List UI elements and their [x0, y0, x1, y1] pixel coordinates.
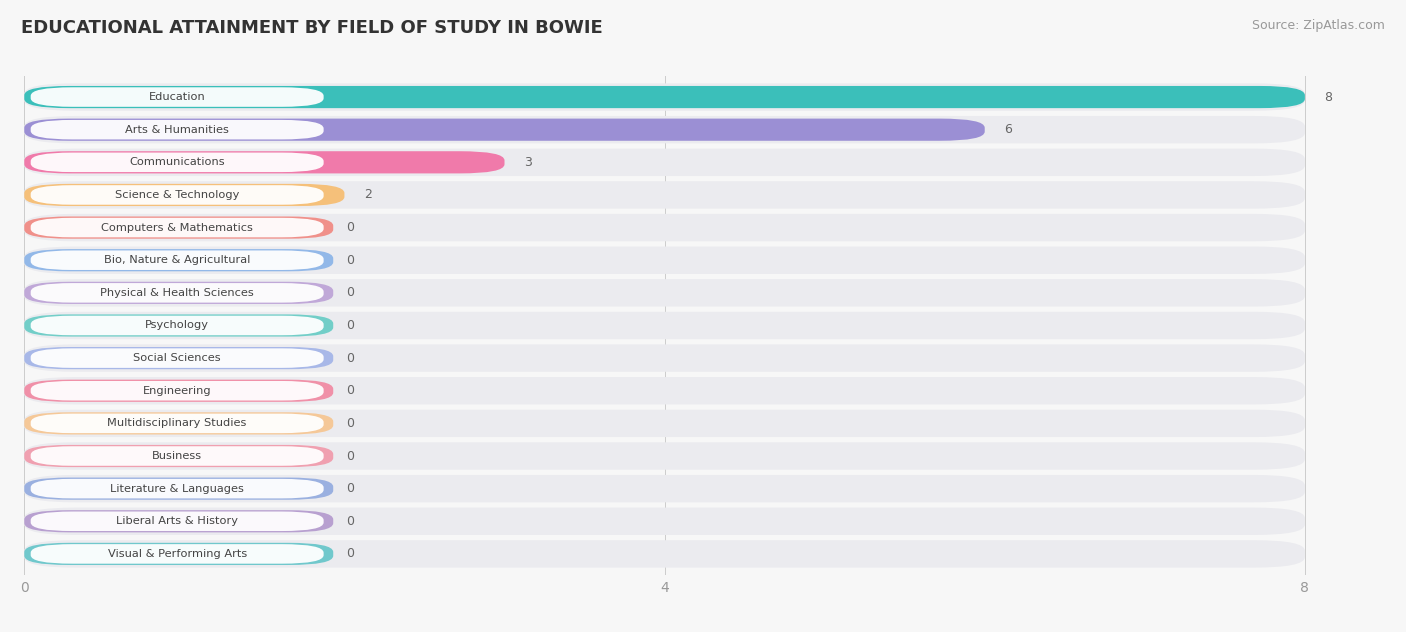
FancyBboxPatch shape [24, 217, 333, 239]
Text: Social Sciences: Social Sciences [134, 353, 221, 363]
Text: Communications: Communications [129, 157, 225, 167]
FancyBboxPatch shape [24, 410, 1305, 437]
Text: 0: 0 [346, 417, 354, 430]
FancyBboxPatch shape [31, 120, 323, 140]
FancyBboxPatch shape [24, 151, 505, 173]
Text: 0: 0 [346, 547, 354, 561]
Text: 3: 3 [523, 156, 531, 169]
FancyBboxPatch shape [31, 544, 323, 564]
Text: Psychology: Psychology [145, 320, 209, 331]
FancyBboxPatch shape [31, 511, 323, 531]
FancyBboxPatch shape [24, 377, 1305, 404]
FancyBboxPatch shape [31, 87, 323, 107]
FancyBboxPatch shape [24, 279, 1305, 307]
Text: 2: 2 [364, 188, 371, 202]
FancyBboxPatch shape [31, 479, 323, 499]
FancyBboxPatch shape [24, 442, 1305, 470]
Text: Source: ZipAtlas.com: Source: ZipAtlas.com [1251, 19, 1385, 32]
Text: Liberal Arts & History: Liberal Arts & History [117, 516, 238, 526]
Text: 0: 0 [346, 351, 354, 365]
FancyBboxPatch shape [24, 246, 1305, 274]
Text: Physical & Health Sciences: Physical & Health Sciences [100, 288, 254, 298]
Text: Business: Business [152, 451, 202, 461]
FancyBboxPatch shape [24, 249, 333, 271]
Text: Education: Education [149, 92, 205, 102]
FancyBboxPatch shape [31, 413, 323, 433]
FancyBboxPatch shape [31, 218, 323, 238]
Text: Engineering: Engineering [143, 386, 211, 396]
Text: 0: 0 [346, 384, 354, 398]
Text: 0: 0 [346, 515, 354, 528]
FancyBboxPatch shape [24, 181, 1305, 209]
FancyBboxPatch shape [24, 543, 333, 565]
FancyBboxPatch shape [24, 540, 1305, 568]
FancyBboxPatch shape [31, 185, 323, 205]
FancyBboxPatch shape [24, 314, 333, 337]
Text: 6: 6 [1004, 123, 1012, 136]
FancyBboxPatch shape [24, 184, 344, 206]
FancyBboxPatch shape [31, 283, 323, 303]
FancyBboxPatch shape [31, 152, 323, 172]
FancyBboxPatch shape [24, 116, 1305, 143]
FancyBboxPatch shape [24, 445, 333, 467]
FancyBboxPatch shape [24, 507, 1305, 535]
FancyBboxPatch shape [24, 214, 1305, 241]
Text: 0: 0 [346, 253, 354, 267]
Text: Literature & Languages: Literature & Languages [110, 483, 245, 494]
FancyBboxPatch shape [24, 380, 333, 402]
Text: 0: 0 [346, 319, 354, 332]
FancyBboxPatch shape [31, 348, 323, 368]
FancyBboxPatch shape [24, 83, 1305, 111]
Text: 0: 0 [346, 482, 354, 495]
FancyBboxPatch shape [31, 446, 323, 466]
FancyBboxPatch shape [24, 86, 1305, 108]
Text: 0: 0 [346, 221, 354, 234]
FancyBboxPatch shape [24, 347, 333, 369]
Text: Arts & Humanities: Arts & Humanities [125, 125, 229, 135]
Text: Computers & Mathematics: Computers & Mathematics [101, 222, 253, 233]
FancyBboxPatch shape [24, 510, 333, 532]
Text: Visual & Performing Arts: Visual & Performing Arts [107, 549, 247, 559]
Text: EDUCATIONAL ATTAINMENT BY FIELD OF STUDY IN BOWIE: EDUCATIONAL ATTAINMENT BY FIELD OF STUDY… [21, 19, 603, 37]
Text: Multidisciplinary Studies: Multidisciplinary Studies [107, 418, 247, 428]
Text: 0: 0 [346, 286, 354, 300]
FancyBboxPatch shape [24, 282, 333, 304]
Text: 8: 8 [1324, 90, 1331, 104]
FancyBboxPatch shape [31, 250, 323, 270]
FancyBboxPatch shape [24, 412, 333, 434]
FancyBboxPatch shape [31, 316, 323, 335]
FancyBboxPatch shape [24, 475, 1305, 502]
Text: Bio, Nature & Agricultural: Bio, Nature & Agricultural [104, 255, 250, 265]
Text: Science & Technology: Science & Technology [115, 190, 239, 200]
FancyBboxPatch shape [24, 149, 1305, 176]
FancyBboxPatch shape [31, 381, 323, 401]
FancyBboxPatch shape [24, 312, 1305, 339]
FancyBboxPatch shape [24, 478, 333, 500]
Text: 0: 0 [346, 449, 354, 463]
FancyBboxPatch shape [24, 119, 984, 141]
FancyBboxPatch shape [24, 344, 1305, 372]
